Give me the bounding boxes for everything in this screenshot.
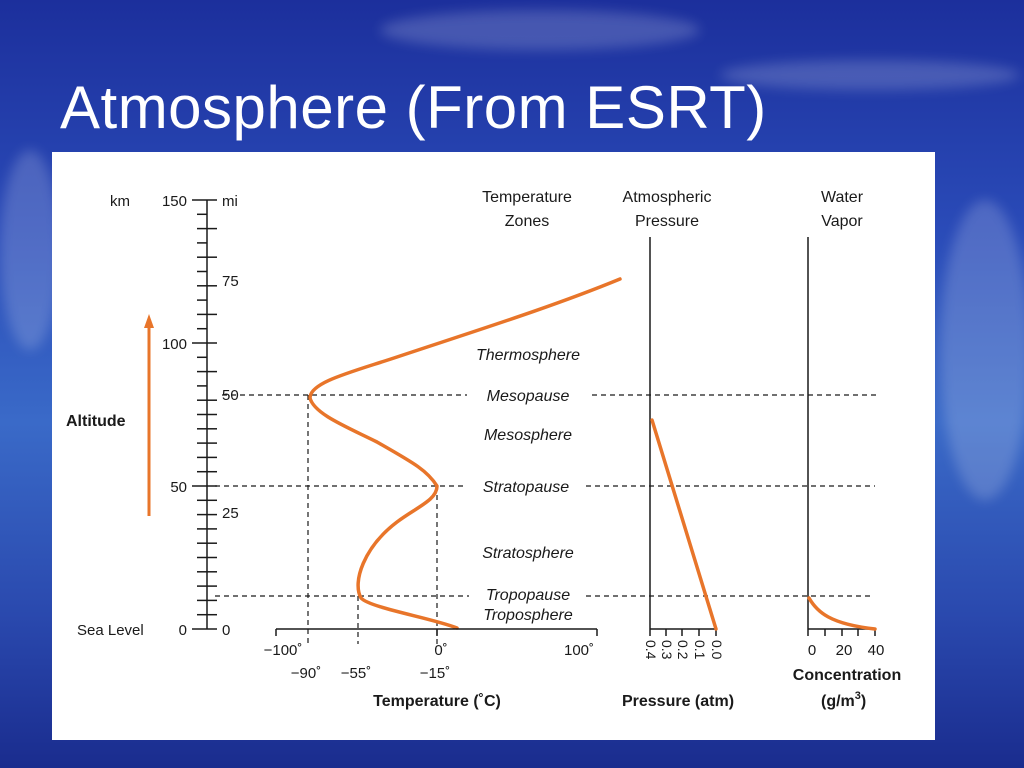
background-cloud [940,200,1024,500]
header-atmospheric-pressure-line1: Atmospheric [623,189,712,206]
header-water-vapor-line2: Vapor [821,213,863,230]
altitude-arrow-head [144,314,154,328]
temperature-curve [308,277,622,630]
mi-label: mi [222,193,238,210]
pressure-label-0.4: 0.4 [643,640,659,660]
temperature-label-0: 0˚ [434,642,447,659]
header-temperature-zones-line1: Temperature [482,189,572,206]
sea-level-label: Sea Level [77,622,144,639]
background-cloud [720,60,1020,90]
temperature-label-minus90: −90˚ [291,665,321,682]
zone-thermosphere: Thermosphere [476,347,580,364]
header-water-vapor-line1: Water [821,189,864,206]
km-tick-50: 50 [170,479,187,496]
km-tick-100: 100 [162,336,187,353]
vapor-axis-title-line1: Concentration [793,667,901,684]
atmosphere-diagram: km mi 150 100 50 Sea Level 0 75 50 25 0 … [66,189,901,710]
zone-stratopause: Stratopause [483,479,569,496]
mi-tick-25: 25 [222,505,239,522]
temperature-label-100: 100˚ [564,642,594,659]
zone-troposphere: Troposphere [483,607,573,624]
zone-tropopause: Tropopause [486,587,570,604]
header-temperature-zones-line2: Zones [505,213,549,230]
zone-mesosphere: Mesosphere [484,427,572,444]
mi-tick-50: 50 [222,387,239,404]
pressure-label-0.1: 0.1 [692,640,708,660]
temperature-label-minus15: −15˚ [420,665,450,682]
km-label: km [110,193,130,210]
zone-mesopause: Mesopause [487,388,570,405]
temperature-label-minus100: −100˚ [264,642,303,659]
temperature-label-minus55: −55˚ [341,665,371,682]
km-tick-150: 150 [162,193,187,210]
vapor-curve [807,596,877,631]
mi-tick-75: 75 [222,273,239,290]
altitude-axis-title: Altitude [66,413,126,430]
vapor-label-0: 0 [808,642,816,659]
background-cloud [0,150,60,350]
zone-stratosphere: Stratosphere [482,545,574,562]
pressure-curve [650,418,718,631]
km-tick-0: 0 [179,622,187,639]
altitude-tick-marks [192,199,217,630]
pressure-axis-title: Pressure (atm) [622,693,734,710]
temperature-axis-title: Temperature (˚C) [373,693,501,710]
pressure-label-0.2: 0.2 [675,640,691,660]
mi-tick-0: 0 [222,622,230,639]
pressure-label-0.3: 0.3 [659,640,675,660]
atmosphere-diagram-panel: km mi 150 100 50 Sea Level 0 75 50 25 0 … [52,152,935,740]
header-atmospheric-pressure-line2: Pressure [635,213,699,230]
pressure-label-0.0: 0.0 [709,640,725,660]
vapor-label-20: 20 [836,642,853,659]
slide-title: Atmosphere (From ESRT) [60,74,767,141]
vapor-label-40: 40 [868,642,885,659]
background-cloud [380,10,700,50]
vapor-axis-title-line2: (g/m3) [821,690,866,710]
